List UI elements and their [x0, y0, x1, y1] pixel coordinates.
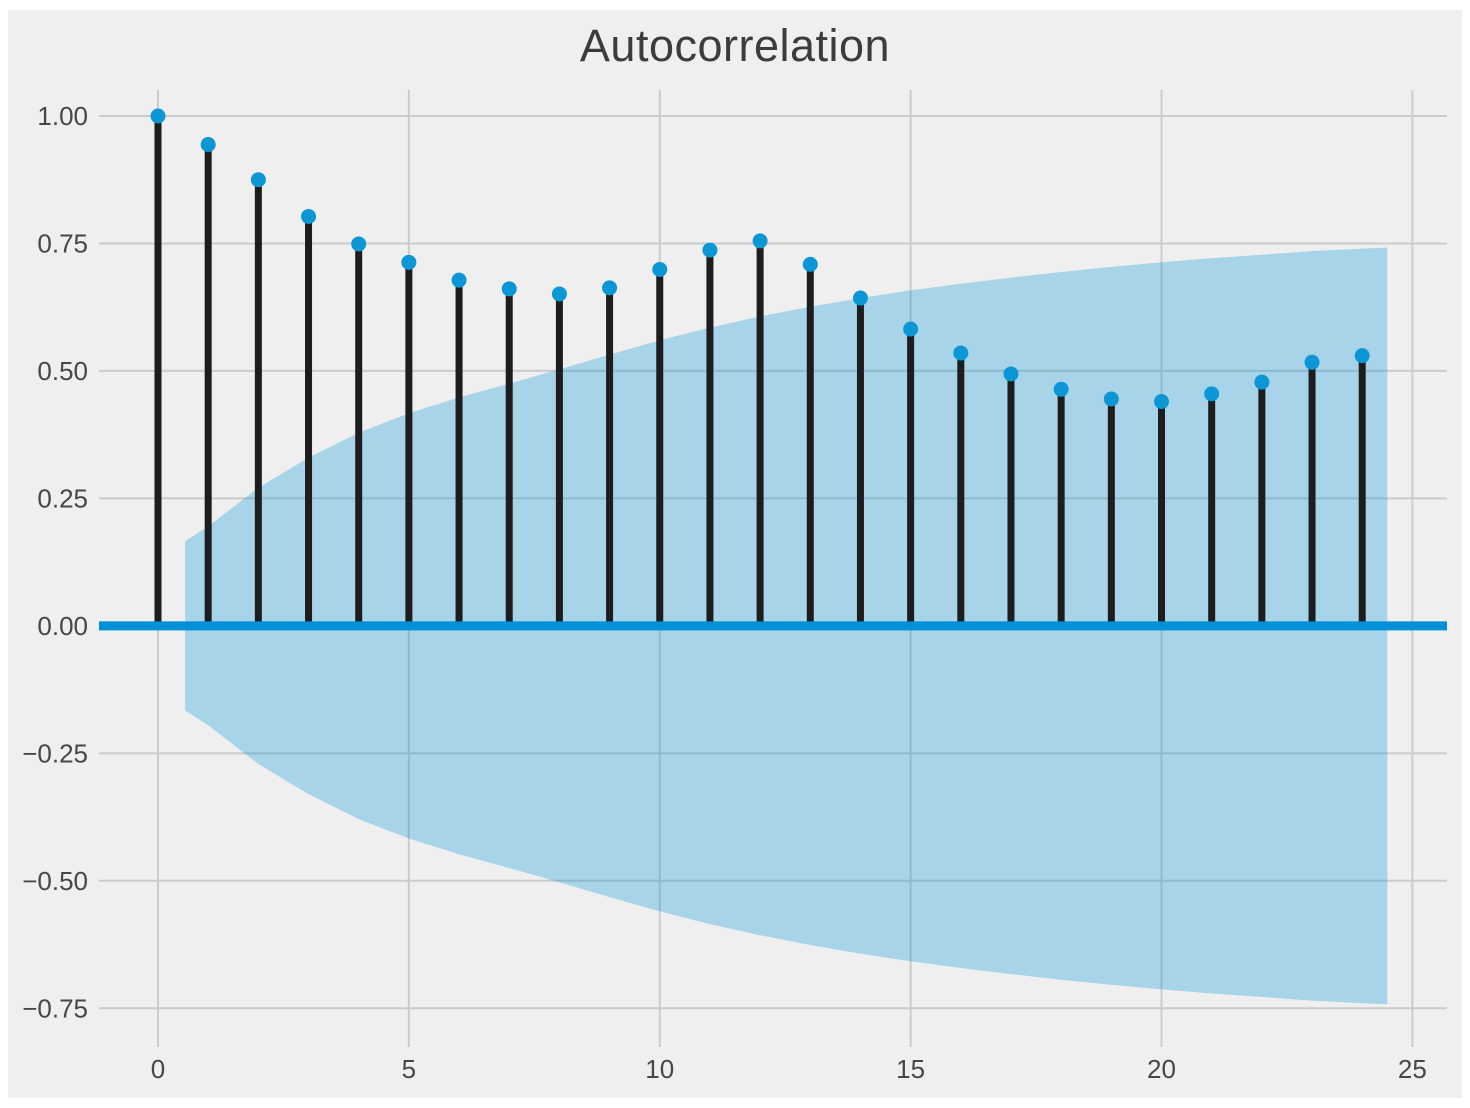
acf-marker	[702, 242, 718, 258]
x-tick-label: 5	[402, 1054, 416, 1084]
acf-marker	[903, 321, 919, 337]
x-tick-label: 25	[1398, 1054, 1427, 1084]
acf-marker	[250, 172, 266, 188]
acf-marker	[652, 261, 668, 277]
y-tick-label: 0.75	[37, 228, 88, 258]
acf-marker	[1103, 391, 1119, 407]
acf-marker	[1304, 354, 1320, 370]
acf-marker	[1003, 366, 1019, 382]
x-tick-label: 0	[151, 1054, 165, 1084]
acf-marker	[752, 233, 768, 249]
chart-title: Autocorrelation	[579, 20, 891, 71]
acf-marker	[200, 137, 216, 153]
acf-marker	[802, 256, 818, 272]
y-tick-label: −0.50	[22, 866, 88, 896]
y-tick-label: 0.00	[37, 611, 88, 641]
x-tick-label: 15	[896, 1054, 925, 1084]
acf-marker	[301, 208, 317, 224]
y-tick-label: 0.25	[37, 483, 88, 513]
acf-marker	[852, 290, 868, 306]
x-tick-label: 20	[1147, 1054, 1176, 1084]
figure-background	[8, 10, 1462, 1098]
acf-marker	[451, 272, 467, 288]
y-tick-label: −0.75	[22, 993, 88, 1023]
acf-marker	[1204, 386, 1220, 402]
acf-marker	[1053, 381, 1069, 397]
acf-marker	[551, 286, 567, 302]
acf-marker	[953, 345, 969, 361]
acf-marker	[1154, 394, 1170, 410]
acf-marker	[401, 254, 417, 270]
acf-marker	[501, 281, 517, 297]
y-tick-label: 1.00	[37, 101, 88, 131]
x-tick-label: 10	[645, 1054, 674, 1084]
acf-marker	[150, 108, 166, 124]
acf-marker	[602, 280, 618, 296]
acf-marker	[1354, 348, 1370, 364]
y-tick-label: −0.25	[22, 738, 88, 768]
acf-marker	[351, 236, 367, 252]
y-tick-label: 0.50	[37, 356, 88, 386]
acf-marker	[1254, 374, 1270, 390]
